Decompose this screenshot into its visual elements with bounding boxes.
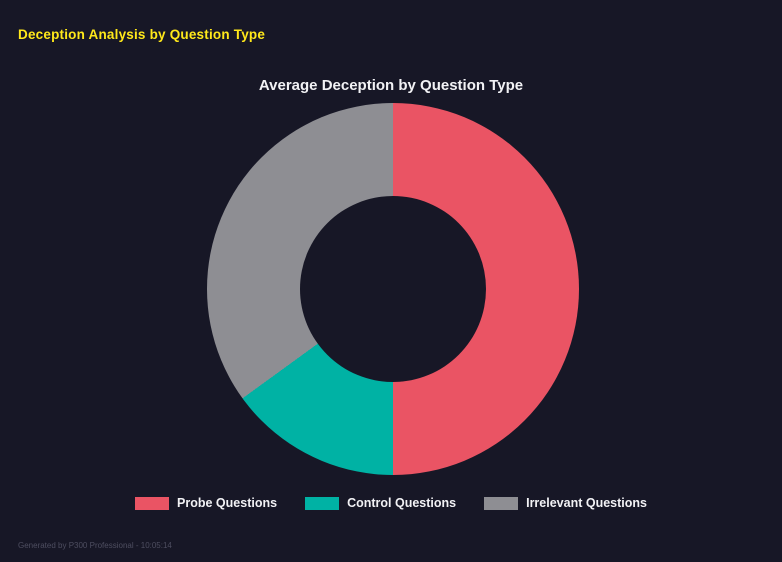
legend-item[interactable]: Probe Questions xyxy=(135,496,277,510)
donut-hole xyxy=(300,196,486,382)
legend: Probe Questions Control Questions Irrele… xyxy=(0,496,782,510)
legend-swatch xyxy=(305,496,340,510)
legend-label: Probe Questions xyxy=(177,496,278,510)
legend-item[interactable]: Control Questions xyxy=(305,496,456,510)
chart-title: Average Deception by Question Type xyxy=(258,77,524,94)
footer-text: Generated by P300 Professional - 10:05:1… xyxy=(18,541,172,550)
legend-item[interactable]: Irrelevant Questions xyxy=(484,496,647,510)
legend-swatch xyxy=(135,496,170,510)
page-title: Deception Analysis by Question Type xyxy=(18,27,266,42)
legend-label: Control Questions xyxy=(347,496,457,510)
donut-chart-area xyxy=(207,103,579,475)
legend-label: Irrelevant Questions xyxy=(526,496,647,510)
legend-swatch xyxy=(484,496,519,510)
